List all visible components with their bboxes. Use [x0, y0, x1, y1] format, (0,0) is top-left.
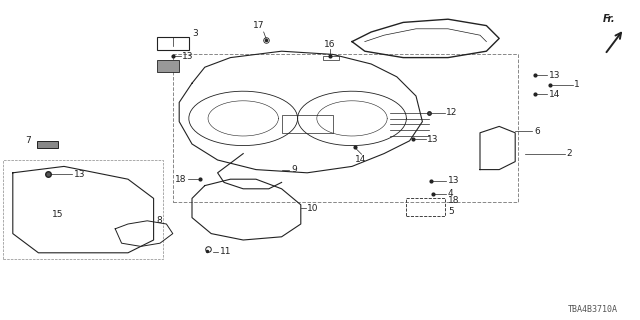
Text: 18: 18 — [175, 175, 187, 184]
Text: 3: 3 — [193, 29, 198, 38]
Text: 18: 18 — [448, 196, 460, 204]
Text: 13: 13 — [448, 176, 460, 185]
Text: 14: 14 — [355, 155, 367, 164]
Text: 10: 10 — [307, 204, 319, 212]
FancyBboxPatch shape — [157, 60, 179, 72]
Text: 9: 9 — [291, 165, 297, 174]
Text: 16: 16 — [324, 40, 335, 49]
Text: 8: 8 — [157, 216, 163, 225]
Text: 5: 5 — [448, 207, 454, 216]
Text: 13: 13 — [548, 71, 560, 80]
Text: 13: 13 — [182, 52, 194, 60]
FancyBboxPatch shape — [37, 141, 58, 148]
Text: 13: 13 — [427, 135, 438, 144]
Text: Fr.: Fr. — [603, 14, 616, 24]
Text: 7: 7 — [25, 136, 31, 145]
Text: 15: 15 — [52, 210, 63, 219]
Text: 2: 2 — [566, 149, 572, 158]
Text: TBA4B3710A: TBA4B3710A — [568, 305, 618, 314]
Text: 1: 1 — [574, 80, 580, 89]
Text: 17: 17 — [253, 21, 265, 30]
Text: 12: 12 — [446, 108, 458, 117]
Text: 6: 6 — [534, 127, 540, 136]
Text: 11: 11 — [220, 247, 231, 256]
Text: 4: 4 — [448, 189, 454, 198]
Text: 13: 13 — [74, 170, 85, 179]
Text: 14: 14 — [548, 90, 560, 99]
